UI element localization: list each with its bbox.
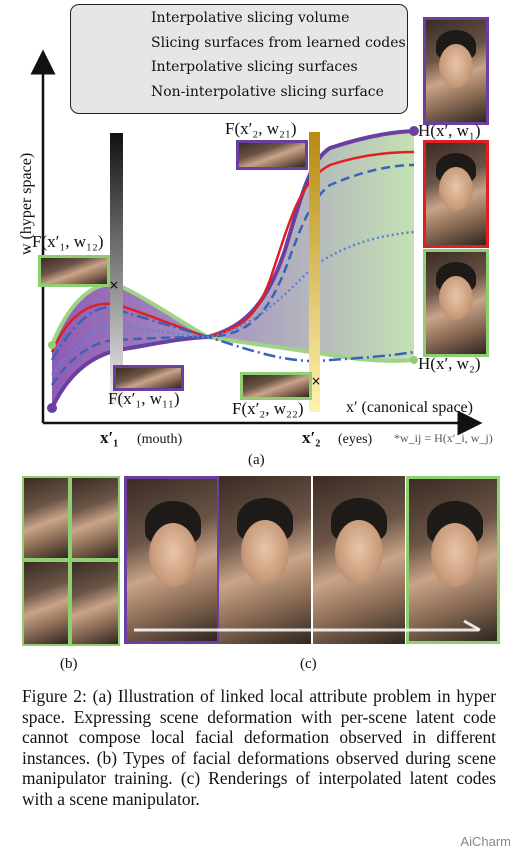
panel-label-b: (b) [60,656,78,672]
interp-surface-dotted [51,230,415,376]
interpolative-volume [52,131,414,408]
legend-label-interp: Interpolative slicing surfaces [151,59,358,75]
x-axis-label: x′ (canonical space) [346,399,473,416]
figure-caption: Figure 2: (a) Illustration of linked loc… [22,686,496,809]
panel-label-a: (a) [248,452,265,468]
x1-tick-label: x′₁ [100,428,119,447]
x1-tick-note: (mouth) [137,432,183,447]
panel-c-frame-1 [124,476,220,644]
watermark: AiCharm [460,834,511,849]
thumb-eyes-squint [240,372,312,400]
eyes-slice-bar [309,132,320,412]
panel-label-c: (c) [300,656,317,672]
label-f-x1-w12: F(x′₁, w₁₂) [32,232,104,251]
label-h-w2: H(x′, w₂) [418,354,481,373]
interpolation-arrow [134,619,481,632]
x2-tick-label: x′₂ [302,428,321,447]
mouth-slice-bar [110,133,123,405]
x-marker-eyes: × [311,374,321,388]
face-w1 [423,17,489,125]
w11-start-dot [47,403,57,413]
label-h-w1: H(x′, w₁) [418,121,481,140]
legend-label-noninterp: Non-interpolative slicing surface [151,84,384,100]
x2-tick-note: (eyes) [338,432,373,447]
w2-end-dot [410,356,418,364]
panel-c-frame-2 [219,476,311,644]
label-f-x1-w11: F(x′₁, w₁₁) [108,389,180,408]
thumb-mouth-neutral [113,365,184,391]
label-f-x2-w21: F(x′₂, w₂₁) [225,119,297,138]
panel-c-frame-3 [313,476,405,644]
panel-b-squint [70,560,120,646]
w1-end-dot [409,126,419,136]
legend-box: Interpolative slicing volume Slicing sur… [70,4,408,114]
legend-label-learned: Slicing surfaces from learned codes [151,35,406,51]
panel-c-frame-4 [406,476,500,644]
panel-b-mouth-open [70,476,120,560]
face-non-interp [423,140,489,248]
panel-b-neutral [22,476,70,560]
w12-start-dot [48,341,56,349]
panel-b-pout [22,560,70,646]
legend-label-volume: Interpolative slicing volume [151,10,350,26]
x-marker-mouth: × [109,278,119,292]
label-f-x2-w22: F(x′₂, w₂₂) [232,399,304,418]
face-w2 [423,249,489,357]
thumb-eyes-open [236,140,308,170]
footnote: *w_ij = H(x′_i, w_j) [394,431,493,445]
thumb-mouth-open [38,255,110,287]
